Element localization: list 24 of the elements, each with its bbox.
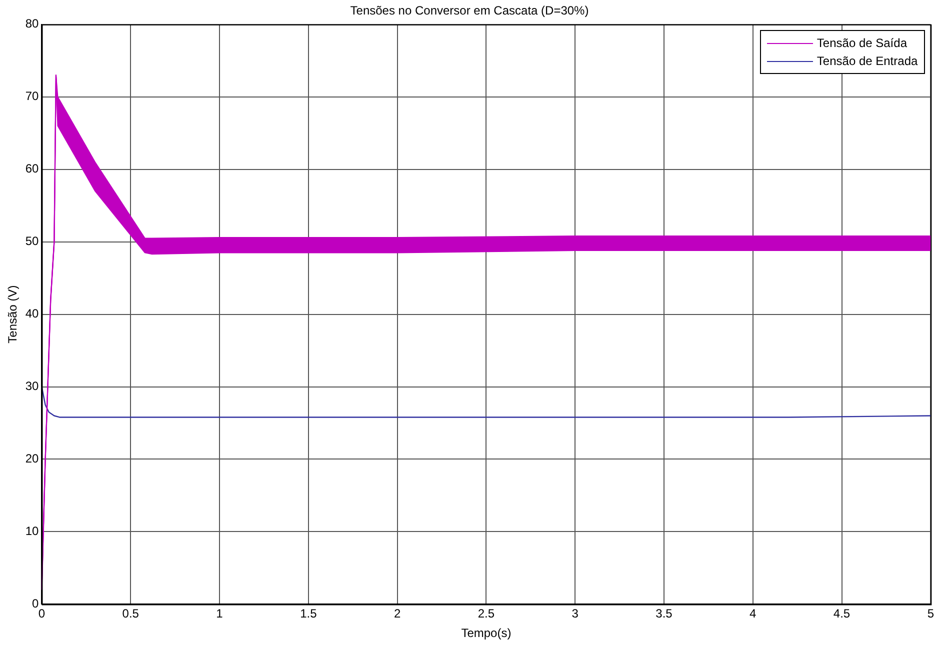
x-tick-label: 2.5: [478, 606, 495, 621]
x-tick-label: 2: [394, 606, 401, 621]
x-tick-label: 1.5: [300, 606, 318, 621]
x-tick-label: 1: [216, 606, 224, 621]
y-tick-label: 30: [25, 379, 40, 394]
x-tick-label: 5: [927, 606, 934, 621]
y-tick-label: 50: [25, 234, 40, 248]
y-tick-label: 60: [25, 162, 40, 176]
x-axis-title: Tempo(s): [461, 626, 512, 640]
y-tick-label: 10: [25, 524, 40, 538]
x-tick-label: 4: [750, 606, 757, 621]
x-tick-label: 4.5: [833, 606, 850, 621]
y-axis-title: Tensão (V): [6, 285, 20, 344]
chart-title: Tensões no Conversor em Cascata (D=30%): [350, 4, 589, 18]
x-tick-label: 0.5: [122, 606, 140, 621]
x-tick-label: 3.5: [656, 606, 673, 621]
y-tick-label: 20: [25, 452, 40, 466]
y-tick-label: 40: [25, 306, 40, 321]
y-tick-label: 80: [25, 16, 40, 31]
legend-label: Tensão de Saída: [816, 36, 907, 50]
x-tick-label: 3: [572, 606, 579, 621]
legend-label: Tensão de Entrada: [816, 54, 918, 68]
y-tick-label: 70: [25, 89, 40, 104]
y-tick-label: 0: [32, 596, 40, 611]
